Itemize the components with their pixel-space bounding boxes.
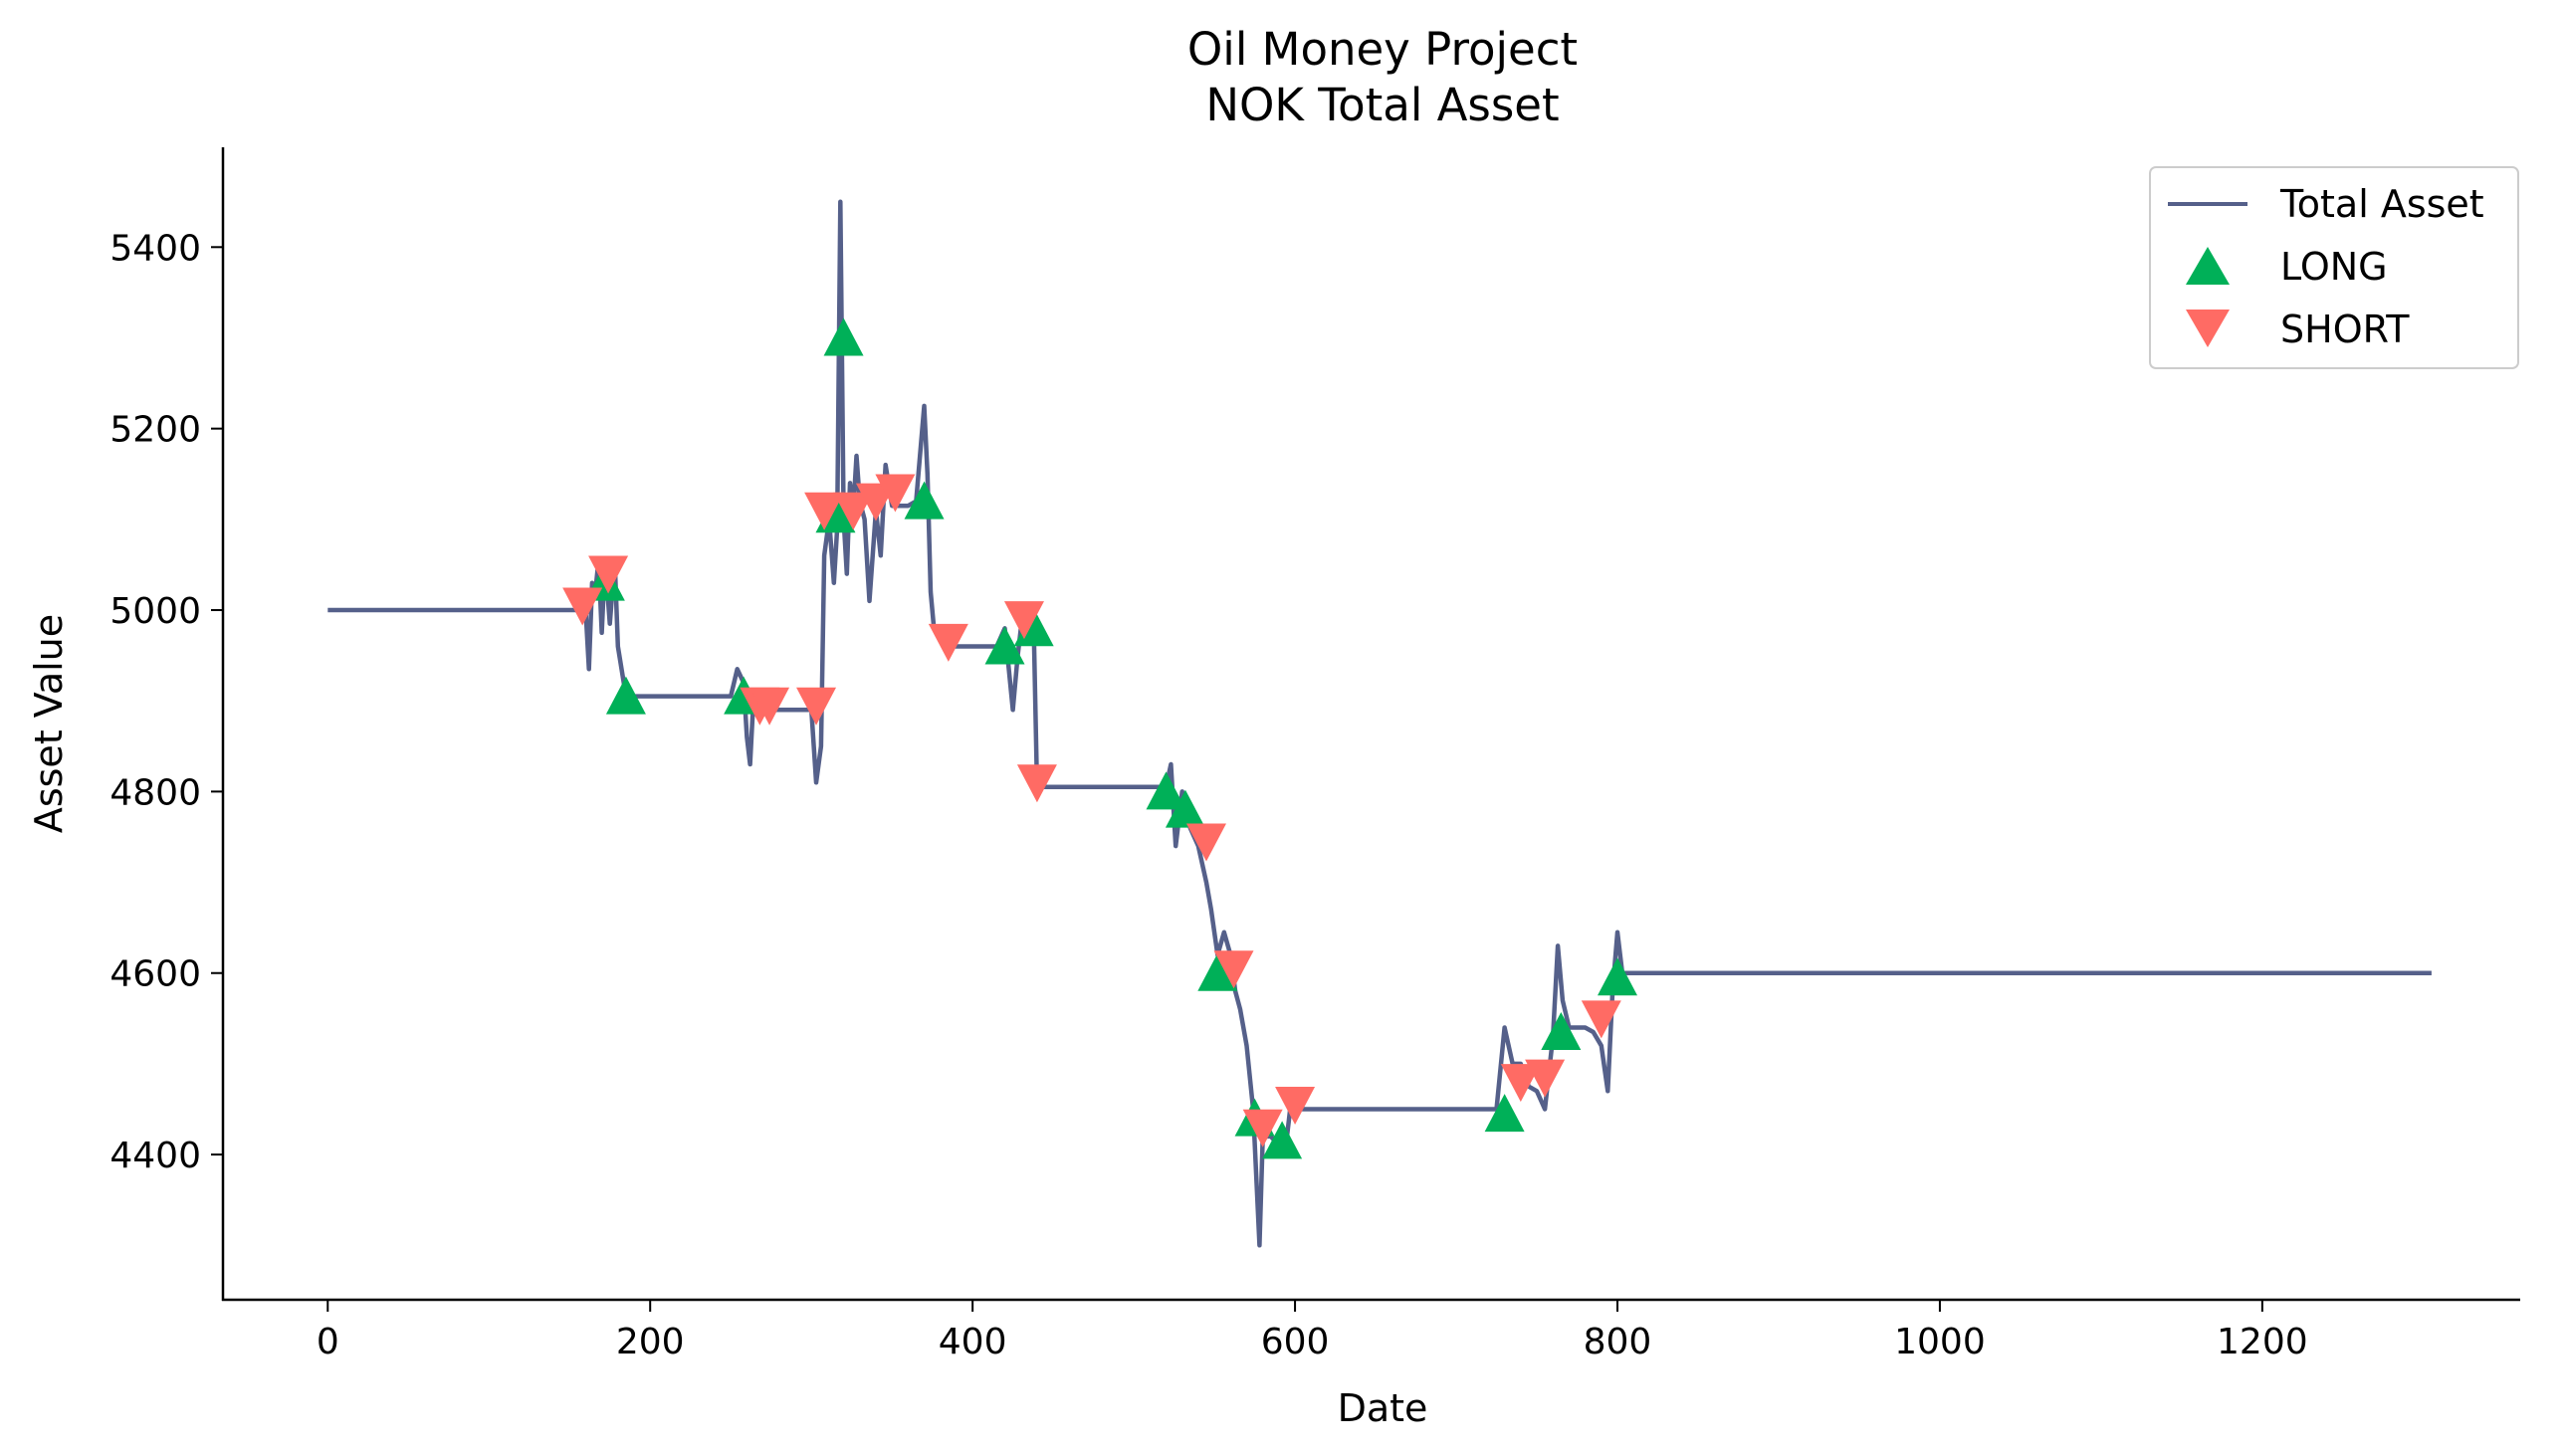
long-marker (1165, 789, 1205, 828)
y-tick-label: 4400 (109, 1136, 201, 1176)
short-marker (1500, 1064, 1541, 1103)
x-tick-label: 1000 (1894, 1322, 1986, 1362)
long-marker (1484, 1094, 1525, 1133)
x-tick-label: 400 (939, 1322, 1007, 1362)
legend-long-marker (2186, 247, 2230, 285)
long-marker (823, 317, 864, 356)
short-marker (1213, 950, 1254, 989)
y-tick-label: 5000 (109, 591, 201, 632)
legend-frame (2149, 166, 2519, 369)
long-marker (1262, 1121, 1303, 1159)
y-axis-ticks: 4400 4600 4800 5000 5200 5400 (109, 228, 223, 1176)
short-marker (749, 687, 790, 726)
x-tick-label: 1200 (2217, 1322, 2308, 1362)
legend-label-long: LONG (2280, 245, 2388, 289)
chart-subtitle: NOK Total Asset (1205, 79, 1559, 131)
x-axis-label: Date (1338, 1386, 1428, 1430)
y-tick-label: 4800 (109, 772, 201, 813)
x-axis-ticks: 0 200 400 600 800 1000 1200 (317, 1300, 2308, 1362)
long-marker (1197, 952, 1238, 991)
total-asset-line (327, 199, 2432, 1248)
short-marker (928, 623, 968, 662)
short-marker (1185, 823, 1226, 862)
legend-label-total-asset: Total Asset (2279, 182, 2484, 226)
short-marker (833, 492, 874, 530)
x-tick-label: 200 (616, 1322, 685, 1362)
long-marker (1146, 771, 1186, 810)
long-marker (984, 626, 1025, 665)
y-tick-label: 4600 (109, 954, 201, 995)
short-marker (796, 687, 837, 726)
chart-title: Oil Money Project (1187, 23, 1578, 76)
x-tick-label: 0 (317, 1322, 339, 1362)
short-marker (1016, 764, 1057, 803)
long-marker (1541, 1012, 1582, 1051)
short-marker (1581, 1000, 1621, 1039)
y-tick-label: 5200 (109, 410, 201, 451)
short-marker (1525, 1059, 1566, 1098)
long-marker (1597, 957, 1637, 996)
long-marker (904, 481, 945, 520)
x-tick-label: 600 (1261, 1322, 1330, 1362)
legend: Total Asset LONG SHORT (2149, 166, 2519, 369)
long-marker (605, 676, 646, 715)
y-tick-label: 5400 (109, 228, 201, 269)
x-tick-label: 800 (1584, 1322, 1652, 1362)
short-marker (1003, 601, 1044, 640)
short-marker (1275, 1086, 1316, 1125)
short-marker (875, 474, 916, 513)
y-axis-label: Asset Value (27, 614, 71, 833)
plot-area (327, 199, 2432, 1248)
legend-label-short: SHORT (2280, 308, 2410, 351)
short-marker (562, 587, 603, 626)
legend-short-marker (2186, 310, 2230, 347)
short-marker (804, 492, 845, 530)
short-marker (588, 555, 629, 594)
short-marker (1242, 1109, 1283, 1147)
